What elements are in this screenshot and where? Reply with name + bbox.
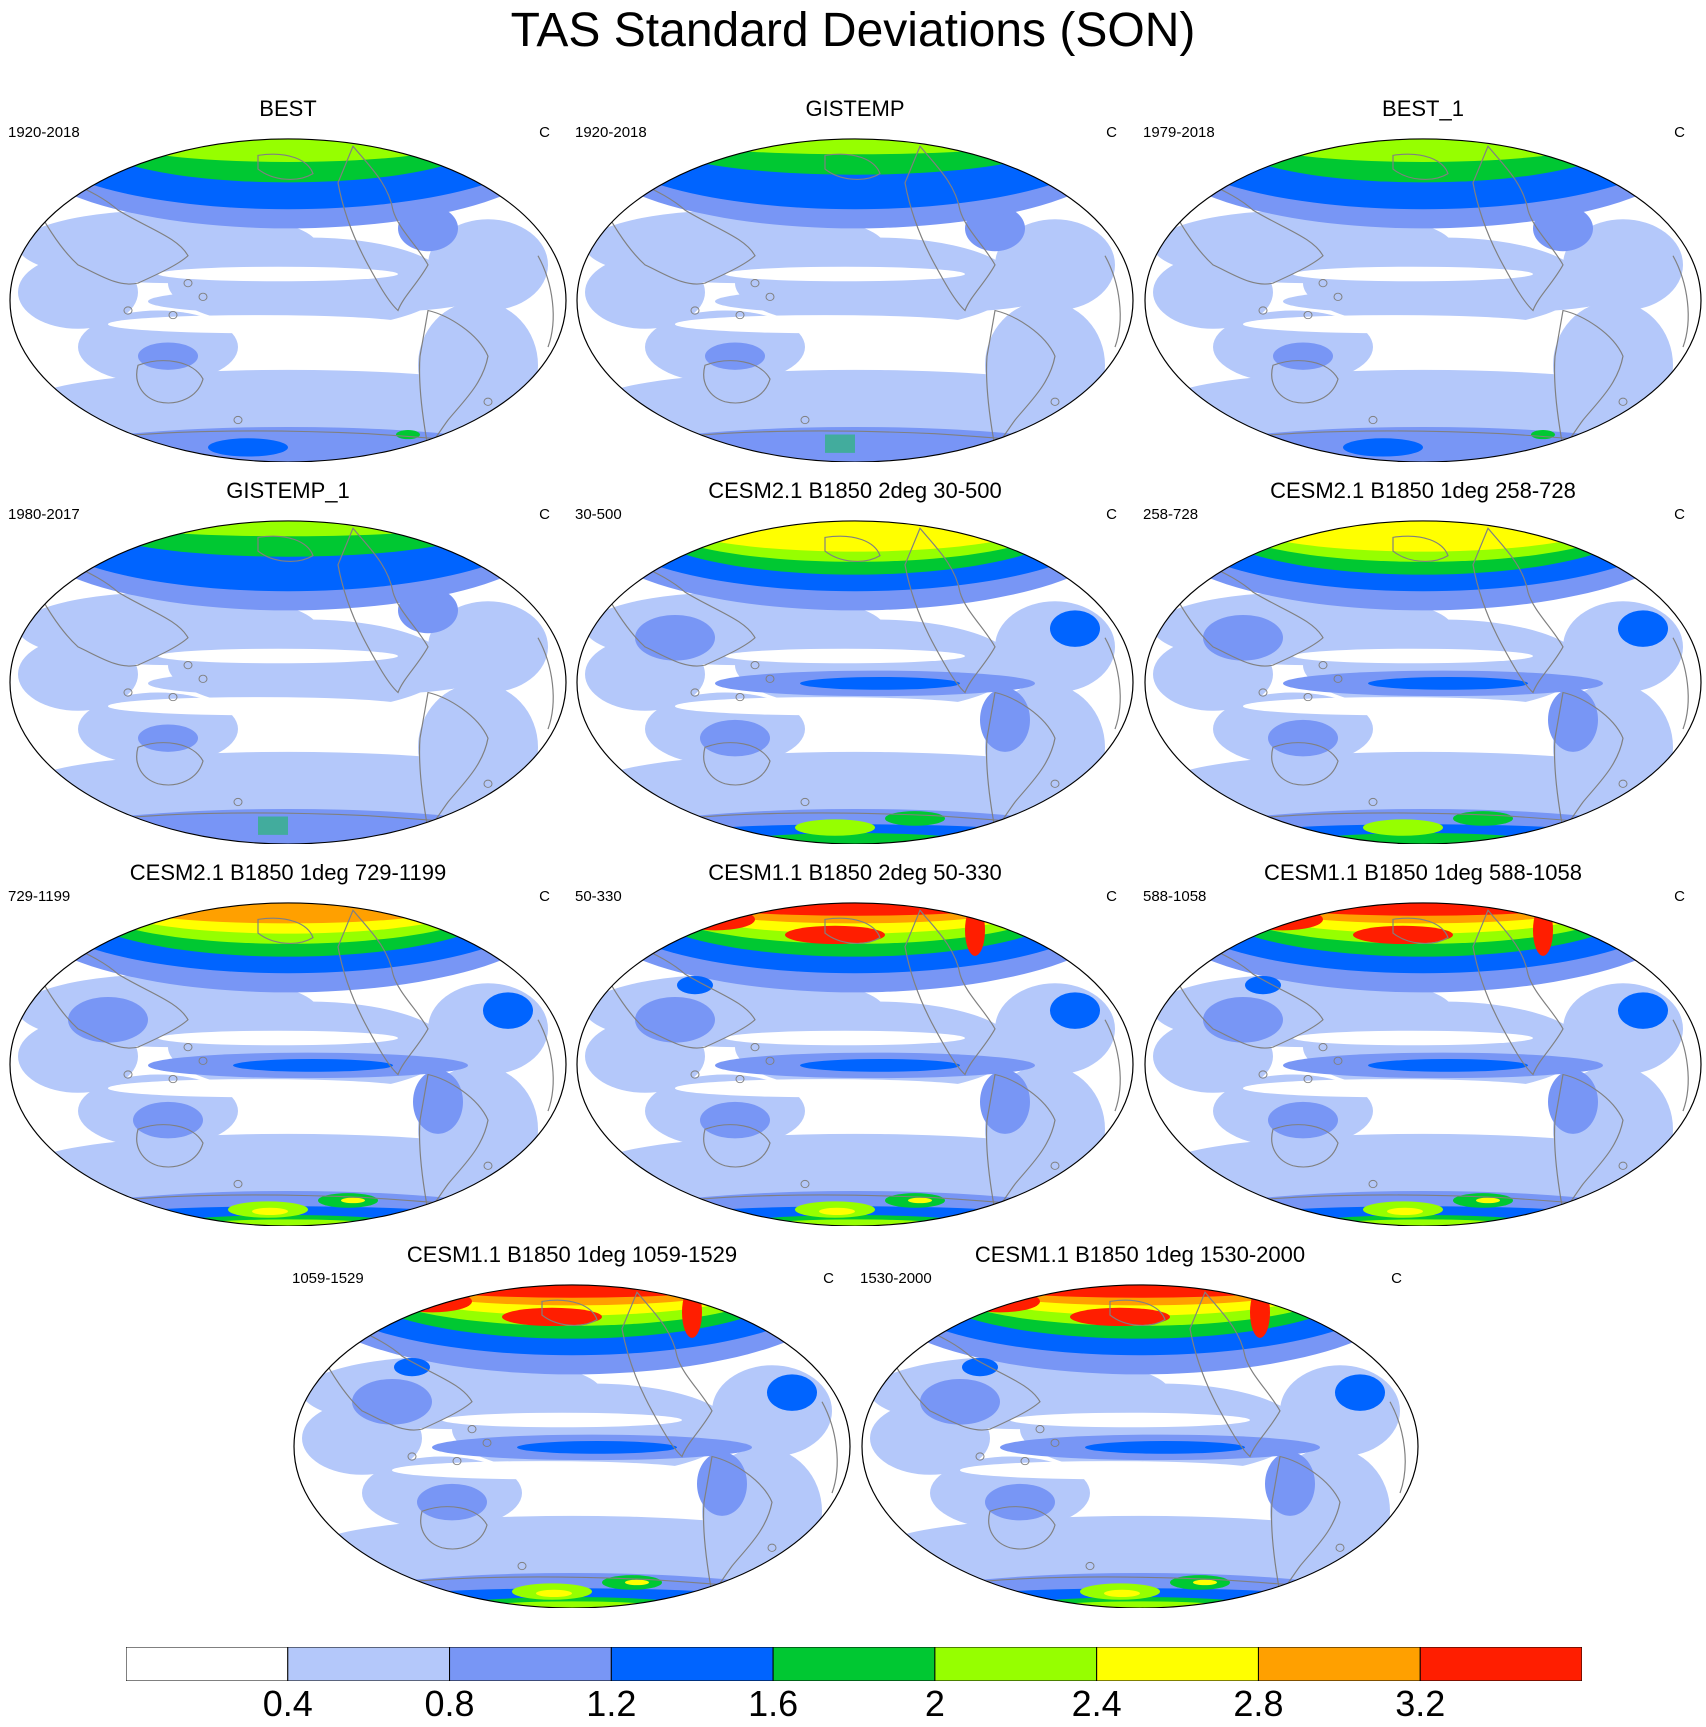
panel-title: CESM1.1 B1850 2deg 50-330 (708, 860, 1002, 885)
world-map (576, 520, 1134, 844)
colorbar-tick-label: 1.6 (748, 1683, 799, 1724)
world-map (9, 138, 567, 462)
colorbar-segment (610, 1647, 774, 1681)
colorbar-segment (287, 1647, 451, 1681)
world-map (1144, 902, 1702, 1226)
colorbar-segment (126, 1647, 289, 1681)
colorbar-tick-label: 3.2 (1395, 1683, 1446, 1724)
panel-period-label: 1920-2018 (8, 124, 80, 141)
panel-units-label: C (1674, 888, 1685, 905)
world-map (9, 520, 567, 844)
colorbar-tick-label: 2.8 (1233, 1683, 1284, 1724)
panel-period-label: 30-500 (575, 506, 622, 523)
world-map (9, 902, 567, 1226)
panel-title: BEST_1 (1382, 96, 1464, 121)
panel-period-label: 1530-2000 (860, 1270, 932, 1287)
map-panel: CESM1.1 B1850 1deg 588-1058 588-1058 C (1143, 860, 1703, 1226)
world-map (576, 138, 1134, 462)
map-panel: BEST_1 1979-2018 C (1143, 96, 1703, 462)
panel-units-label: C (1674, 506, 1685, 523)
panel-title: CESM2.1 B1850 1deg 729-1199 (129, 860, 447, 885)
panel-period-label: 1059-1529 (292, 1270, 364, 1287)
panel-units-label: C (1674, 124, 1685, 141)
panel-title: GISTEMP (805, 96, 905, 121)
world-map (293, 1284, 851, 1608)
colorbar-segment (1096, 1647, 1259, 1681)
map-panel: CESM1.1 B1850 1deg 1530-2000 1530-2000 C (860, 1242, 1420, 1608)
panel-units-label: C (539, 888, 550, 905)
panel-period-label: 729-1199 (8, 888, 71, 905)
panel-title: GISTEMP_1 (226, 478, 350, 503)
colorbar-tick-label: 0.8 (424, 1683, 475, 1724)
map-panel: GISTEMP_1 1980-2017 C (8, 478, 568, 844)
colorbar-tick-label: 1.2 (586, 1683, 637, 1724)
colorbar-tick-label: 2 (924, 1683, 945, 1724)
map-panel: CESM2.1 B1850 1deg 729-1199 729-1199 C (8, 860, 568, 1226)
map-panel: CESM2.1 B1850 2deg 30-500 30-500 C (575, 478, 1135, 844)
panel-units-label: C (539, 506, 550, 523)
colorbar-tick-label: 2.4 (1071, 1683, 1122, 1724)
colorbar-tick-label: 0.4 (262, 1683, 313, 1724)
world-map (1144, 138, 1702, 462)
map-panel: CESM1.1 B1850 2deg 50-330 50-330 C (575, 860, 1135, 1226)
world-map (1144, 520, 1702, 844)
colorbar (126, 1647, 1582, 1681)
panel-period-label: 258-728 (1143, 506, 1199, 523)
world-map (576, 902, 1134, 1226)
panel-period-label: 50-330 (575, 888, 622, 905)
panel-period-label: 1980-2017 (8, 506, 80, 523)
colorbar-segment (934, 1647, 1098, 1681)
map-panel: CESM1.1 B1850 1deg 1059-1529 1059-1529 C (292, 1242, 852, 1608)
map-panel: BEST 1920-2018 C (8, 96, 568, 462)
panel-title: CESM2.1 B1850 2deg 30-500 (708, 478, 1002, 503)
map-panel: GISTEMP 1920-2018 C (575, 96, 1135, 462)
panel-title: CESM1.1 B1850 1deg 1059-1529 (406, 1242, 738, 1267)
figure-title: TAS Standard Deviations (SON) (510, 4, 1196, 57)
panel-title: CESM2.1 B1850 1deg 258-728 (1270, 478, 1576, 503)
colorbar-segment (1257, 1647, 1421, 1681)
colorbar-segment (449, 1647, 612, 1681)
panel-period-label: 1979-2018 (1143, 124, 1215, 141)
panel-units-label: C (1391, 1270, 1402, 1287)
panel-title: BEST (259, 96, 317, 121)
panel-title: CESM1.1 B1850 1deg 1530-2000 (974, 1242, 1306, 1267)
colorbar-segment (1419, 1647, 1582, 1681)
panel-title: CESM1.1 B1850 1deg 588-1058 (1263, 860, 1582, 885)
panel-period-label: 588-1058 (1143, 888, 1207, 905)
panel-units-label: C (1106, 888, 1117, 905)
panel-units-label: C (1106, 124, 1117, 141)
world-map (861, 1284, 1419, 1608)
panel-units-label: C (823, 1270, 834, 1287)
panel-units-label: C (1106, 506, 1117, 523)
panel-units-label: C (539, 124, 550, 141)
map-panel: CESM2.1 B1850 1deg 258-728 258-728 C (1143, 478, 1703, 844)
panel-period-label: 1920-2018 (575, 124, 647, 141)
colorbar-segment (772, 1647, 936, 1681)
